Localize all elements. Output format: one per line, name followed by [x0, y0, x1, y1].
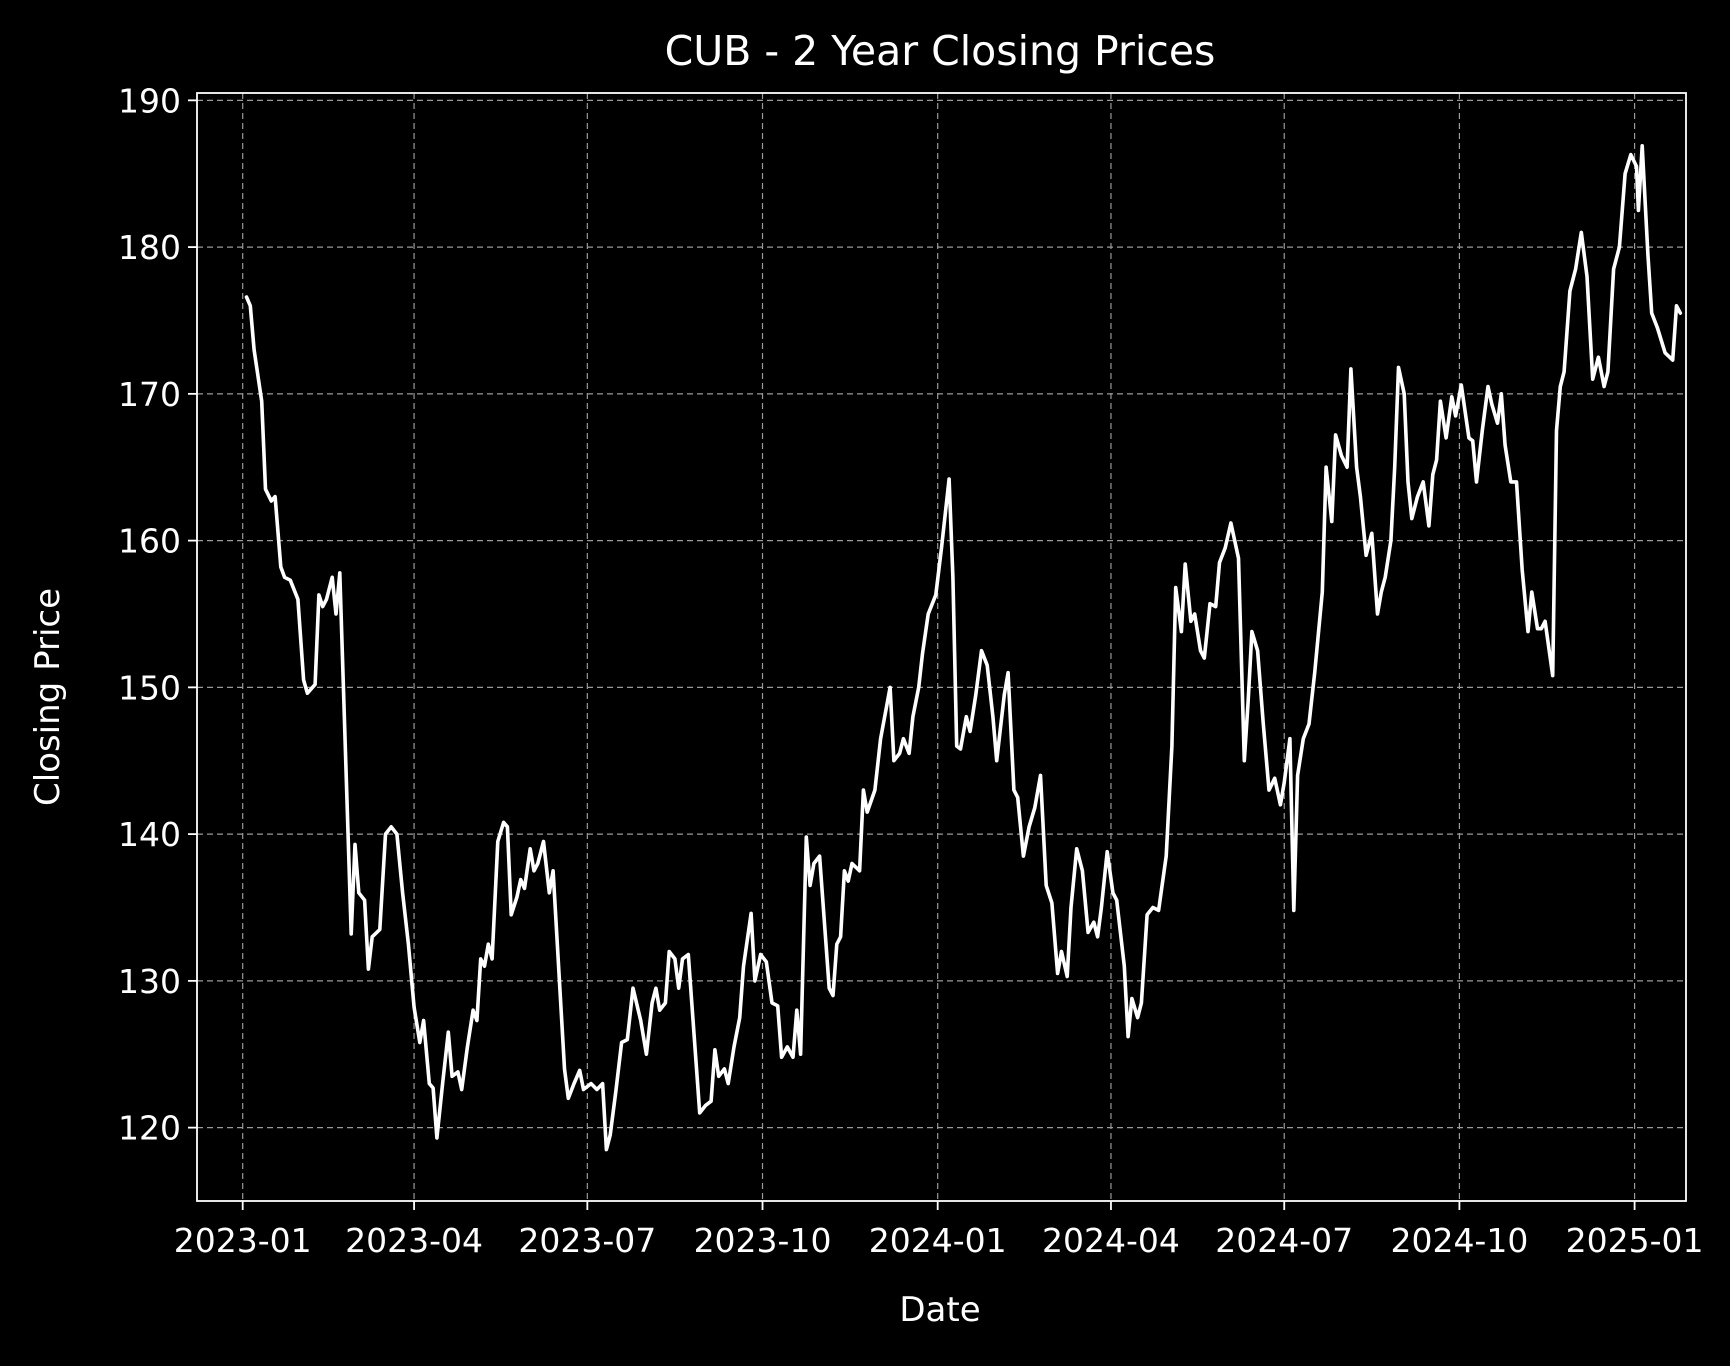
y-tick-label: 150: [118, 668, 181, 707]
y-tick-label: 130: [118, 962, 181, 1001]
y-tick-label: 190: [118, 81, 181, 120]
y-tick-label: 140: [118, 815, 181, 854]
x-tick-label: 2025-01: [1566, 1221, 1704, 1260]
x-tick-label: 2024-07: [1215, 1221, 1353, 1260]
x-tick-label: 2024-10: [1390, 1221, 1528, 1260]
x-tick-label: 2023-04: [345, 1221, 483, 1260]
x-axis-label: Date: [899, 1290, 980, 1330]
y-tick-label: 160: [118, 522, 181, 561]
y-tick-label: 170: [118, 375, 181, 414]
y-tick-label: 120: [118, 1109, 181, 1148]
y-axis-label: Closing Price: [28, 588, 68, 806]
gridlines: [197, 93, 1686, 1201]
closing-price-line: [244, 144, 1683, 1152]
y-tick-label: 180: [118, 228, 181, 267]
x-tick-label: 2023-10: [694, 1221, 832, 1260]
axis-ticks: 120 130 140 150 160 170 180 190 2023-01 2023-04 20…: [118, 81, 1704, 1260]
chart-title: CUB - 2 Year Closing Prices: [665, 27, 1216, 75]
x-tick-label: 2024-01: [869, 1221, 1007, 1260]
x-tick-label: 2023-07: [518, 1221, 656, 1260]
x-tick-label: 2024-04: [1042, 1221, 1180, 1260]
x-tick-label: 2023-01: [174, 1221, 312, 1260]
plot-area-frame: [196, 92, 1687, 1202]
